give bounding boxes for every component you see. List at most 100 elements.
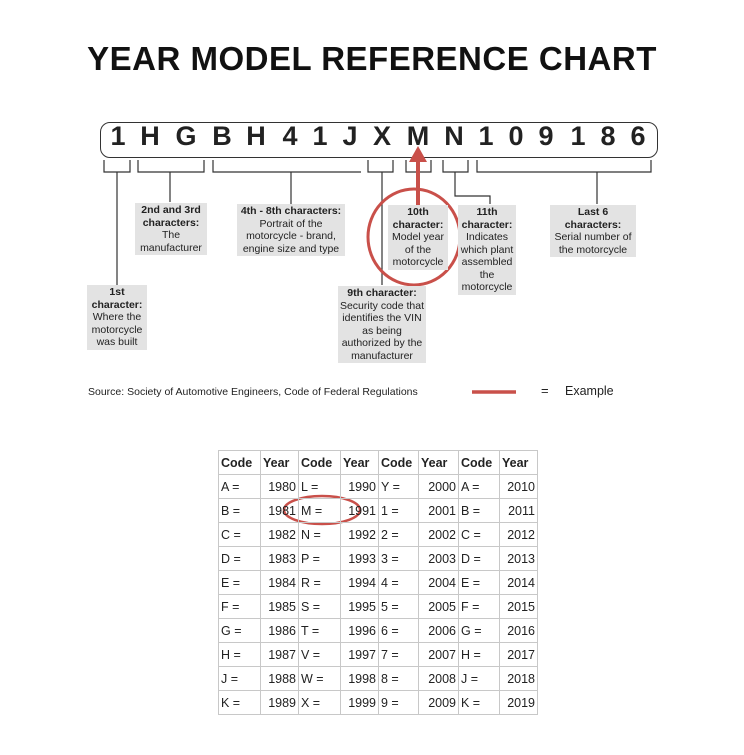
vin-character: B (212, 121, 232, 151)
code-cell: B = (458, 498, 500, 523)
label-text: Model year of the motorcycle (392, 231, 444, 268)
column-header: Year (418, 450, 459, 475)
year-code-table: Code Year Code Year Code Year Code Year A = 1980… (218, 450, 538, 715)
label-1st-character: 1st character: Where the motorcycle was b… (87, 285, 147, 350)
year-cell: 2015 (499, 594, 538, 619)
year-cell: 2000 (418, 474, 459, 499)
vin-character: H (140, 121, 160, 151)
vin-character: 1 (312, 121, 328, 151)
code-cell: 1 = (378, 498, 419, 523)
year-cell: 1980 (260, 474, 299, 499)
code-cell: A = (218, 474, 261, 499)
table-row: H = 1987 V = 1997 7 = 2007 H = 2017 (218, 642, 538, 667)
year-cell: 2006 (418, 618, 459, 643)
page-title: YEAR MODEL REFERENCE CHART (87, 40, 657, 77)
year-cell: 2002 (418, 522, 459, 547)
source-note: Source: Society of Automotive Engineers,… (88, 386, 418, 398)
year-cell: 2007 (418, 642, 459, 667)
label-text: Where the motorcycle was built (91, 311, 143, 348)
vin-character: M (406, 121, 430, 151)
code-cell: R = (298, 570, 341, 595)
vin-character: 6 (630, 121, 646, 151)
year-cell: 2008 (418, 666, 459, 691)
bracket-2nd-3rd (137, 160, 205, 202)
table-row: J = 1988 W = 1998 8 = 2008 J = 2018 (218, 666, 538, 691)
year-cell: 1986 (260, 618, 299, 643)
label-2nd-3rd-characters: 2nd and 3rd characters: The manufacturer (135, 203, 207, 255)
year-cell: 1985 (260, 594, 299, 619)
vin-character: 0 (508, 121, 524, 151)
year-cell: 2017 (499, 642, 538, 667)
year-cell: 1990 (340, 474, 379, 499)
vin-character: J (342, 121, 358, 151)
code-cell: A = (458, 474, 500, 499)
year-cell: 1987 (260, 642, 299, 667)
column-header: Code (218, 450, 261, 475)
label-heading: 1st character: (91, 286, 143, 311)
column-header: Code (378, 450, 419, 475)
year-cell: 1992 (340, 522, 379, 547)
table-header-row: Code Year Code Year Code Year Code Year (218, 450, 538, 475)
column-header: Code (458, 450, 500, 475)
column-header: Year (499, 450, 538, 475)
year-cell: 2019 (499, 690, 538, 715)
vin-character: 1 (478, 121, 494, 151)
code-cell: E = (458, 570, 500, 595)
table-row: A = 1980 L = 1990 Y = 2000 A = 2010 (218, 474, 538, 499)
year-cell: 2013 (499, 546, 538, 571)
vin-character: X (372, 121, 391, 151)
year-cell: 2010 (499, 474, 538, 499)
code-cell: W = (298, 666, 341, 691)
code-cell: K = (218, 690, 261, 715)
example-arrow-head (409, 146, 427, 162)
year-cell: 1998 (340, 666, 379, 691)
year-cell: 2012 (499, 522, 538, 547)
year-cell: 1999 (340, 690, 379, 715)
label-text: The manufacturer (140, 229, 202, 254)
vin-character: 4 (282, 121, 298, 151)
code-cell: G = (458, 618, 500, 643)
table-row: F = 1985 S = 1995 5 = 2005 F = 2015 (218, 594, 538, 619)
bracket-11th (442, 160, 491, 204)
code-cell: 2 = (378, 522, 419, 547)
vin-character: N (444, 121, 464, 151)
code-cell: P = (298, 546, 341, 571)
year-cell: 1989 (260, 690, 299, 715)
year-cell: 1991 (340, 498, 379, 523)
year-cell: 1981 (260, 498, 299, 523)
year-cell: 2004 (418, 570, 459, 595)
code-cell: L = (298, 474, 341, 499)
code-cell: 7 = (378, 642, 419, 667)
code-cell: D = (458, 546, 500, 571)
column-header: Year (340, 450, 379, 475)
year-cell: 2003 (418, 546, 459, 571)
code-cell: M = (298, 498, 341, 523)
vin-character: 8 (600, 121, 616, 151)
code-cell: D = (218, 546, 261, 571)
label-heading: 11th character: (461, 206, 513, 231)
code-cell: 8 = (378, 666, 419, 691)
code-cell: 4 = (378, 570, 419, 595)
code-cell: V = (298, 642, 341, 667)
table-row: K = 1989 X = 1999 9 = 2009 K = 2019 (218, 690, 538, 715)
label-text: Security code that identifies the VIN as… (339, 299, 425, 362)
code-cell: N = (298, 522, 341, 547)
label-text: Portrait of the motorcycle - brand, engi… (242, 217, 340, 255)
code-cell: H = (458, 642, 500, 667)
table-row: D = 1983 P = 1993 3 = 2003 D = 2013 (218, 546, 538, 571)
label-last-6-characters: Last 6 characters: Serial number of the m… (550, 205, 636, 257)
code-cell: C = (458, 522, 500, 547)
year-cell: 2011 (499, 498, 538, 523)
legend-equals: = (541, 383, 549, 398)
code-cell: S = (298, 594, 341, 619)
label-heading: 10th character: (392, 206, 444, 231)
table-row: E = 1984 R = 1994 4 = 2004 E = 2014 (218, 570, 538, 595)
code-cell: J = (218, 666, 261, 691)
code-cell: Y = (378, 474, 419, 499)
code-cell: B = (218, 498, 261, 523)
code-cell: K = (458, 690, 500, 715)
year-cell: 2005 (418, 594, 459, 619)
code-cell: H = (218, 642, 261, 667)
code-cell: F = (218, 594, 261, 619)
